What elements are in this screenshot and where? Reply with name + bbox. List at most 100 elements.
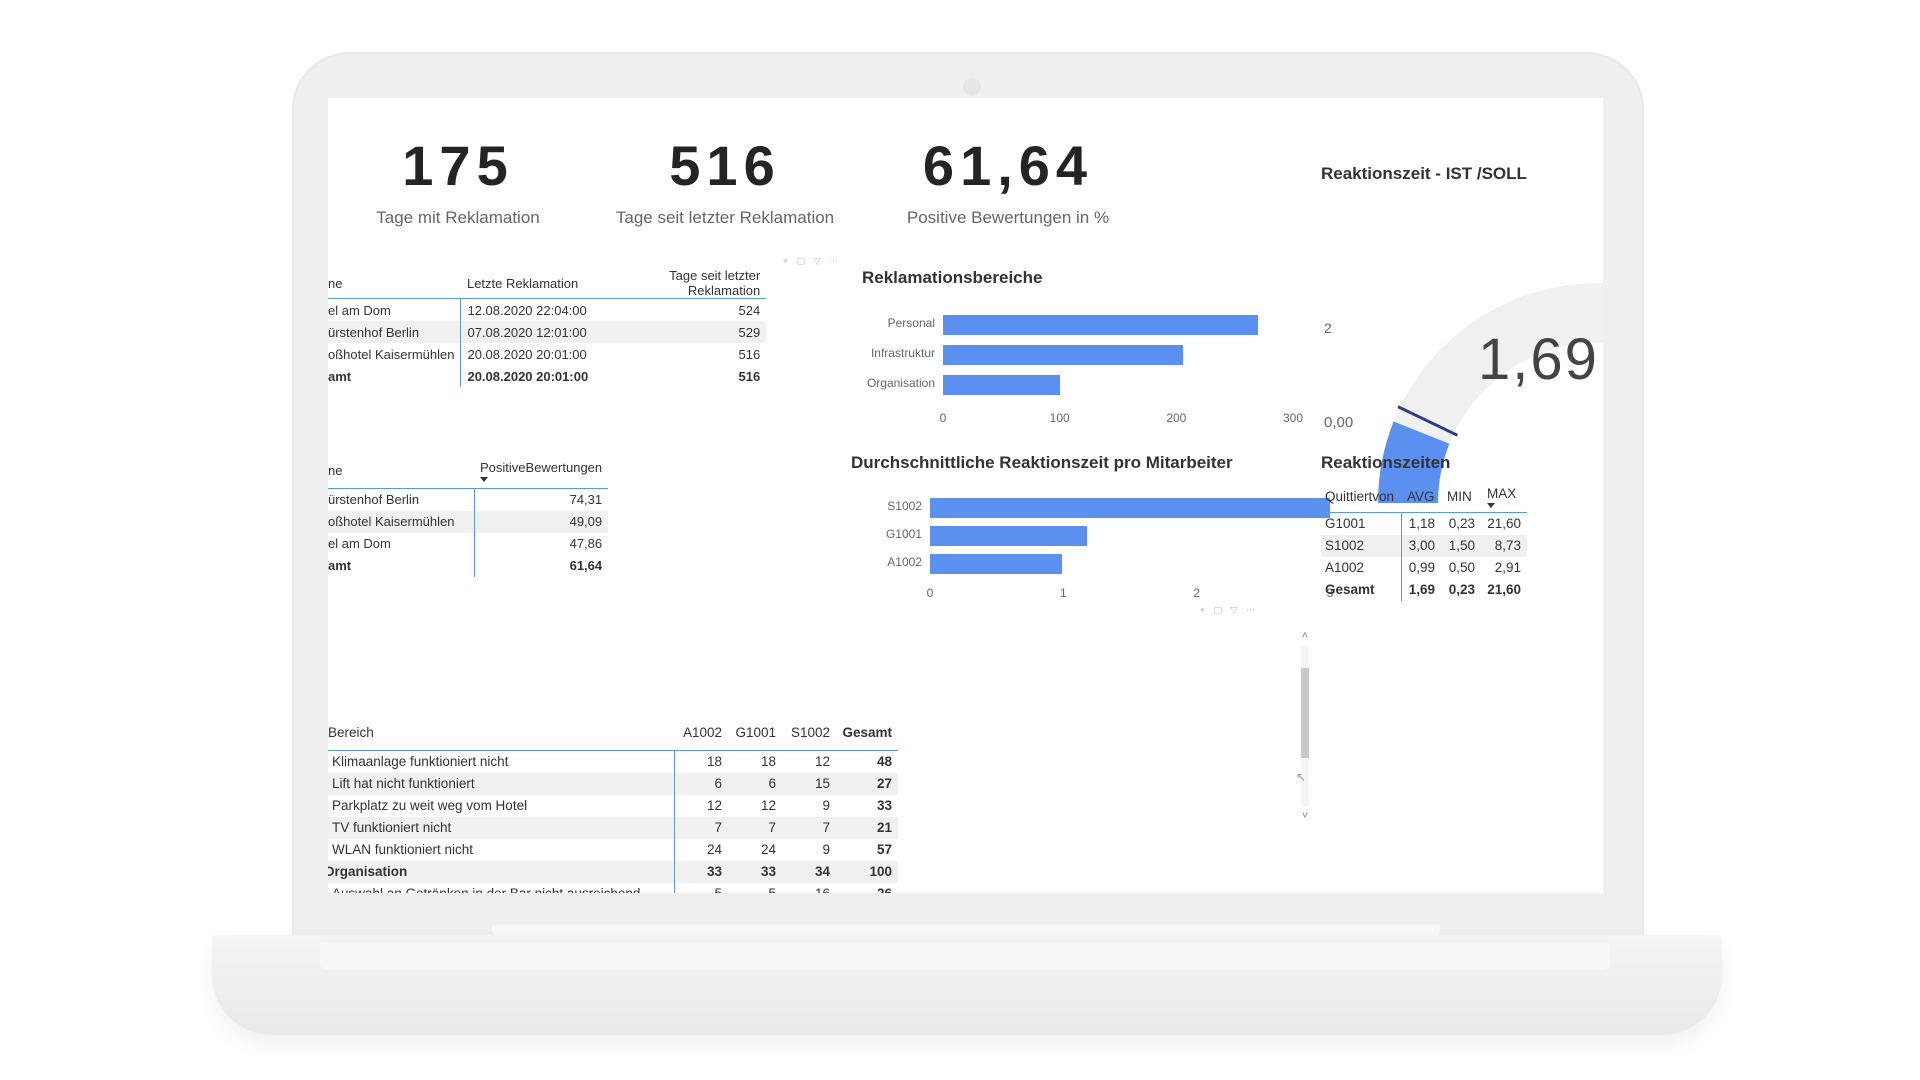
table-reaktionszeiten[interactable]: Quittiertvon AVG MIN MAX G1001 1,18 0,23…: [1321, 482, 1527, 601]
column-header-s1002[interactable]: S1002: [790, 725, 830, 741]
table-total-row: amt 20.08.2020 20:01:00 516: [328, 365, 766, 387]
cell: 57: [876, 842, 892, 857]
table-total-row: amt 61,64: [328, 554, 608, 577]
bar-infrastruktur[interactable]: [943, 345, 1184, 365]
report-canvas: 175 Tage mit Reklamation 516 Tage seit l…: [328, 98, 1603, 893]
cell: 6: [674, 772, 728, 795]
column-header-letzte-reklamation[interactable]: Letzte Reklamation: [466, 275, 579, 291]
tick-label: 0: [926, 586, 934, 600]
bar-personal[interactable]: [943, 315, 1258, 335]
cell: 18: [760, 754, 776, 769]
column-header-bereich[interactable]: Bereich: [328, 725, 374, 741]
sort-descending-icon[interactable]: [1487, 502, 1495, 508]
cell: 16: [782, 883, 836, 893]
cell: 0,99: [1408, 560, 1435, 575]
table-row[interactable]: ürstenhof Berlin 07.08.2020 12:01:00 529: [328, 321, 767, 343]
visual-header-icons[interactable]: ⌖ ▢ ▽ ⋯: [1200, 605, 1258, 615]
column-header-label: PositiveBewertungen: [480, 459, 603, 475]
cell: 07.08.2020 12:01:00: [460, 321, 595, 343]
cell: el am Dom: [328, 532, 475, 555]
bar-organisation[interactable]: [943, 375, 1060, 395]
kpi-card-positive-bewertungen[interactable]: 61,64 Positive Bewertungen in %: [858, 138, 1158, 228]
row-label: Auswahl an Getränken in der Bar nicht au…: [328, 882, 675, 893]
category-label: Organisation: [866, 376, 935, 390]
scroll-up-icon[interactable]: ˄: [1301, 630, 1309, 642]
matrix-body: Klimaanlage funktioniert nicht 18 18 12 48 Li…: [328, 750, 898, 893]
column-header-g1001[interactable]: G1001: [735, 725, 776, 741]
table-row[interactable]: el am Dom 47,86: [328, 532, 608, 555]
column-header-tage-seit[interactable]: Tage seit letzter Reklamation: [669, 268, 761, 298]
table-row[interactable]: TV funktioniert nicht 7 7 7 21: [328, 816, 898, 839]
cell: 529: [594, 321, 767, 343]
gauge-target-label: 2: [1324, 320, 1332, 336]
column-header-name[interactable]: ne: [328, 463, 343, 479]
table-row[interactable]: A1002 0,99 0,50 2,91: [1321, 556, 1527, 579]
kpi-card-tage-mit-reklamation[interactable]: 175 Tage mit Reklamation: [328, 138, 588, 228]
tick-label: 0: [939, 411, 947, 425]
sort-descending-icon[interactable]: [480, 476, 488, 482]
cell: 49,09: [474, 510, 609, 533]
chart-reklamationsbereiche[interactable]: Personal Infrastruktur Organisation 0 100 200…: [808, 303, 1318, 463]
cell: ürstenhof Berlin: [328, 488, 475, 511]
cell: 33: [876, 798, 892, 813]
tick-label: 1: [1059, 586, 1067, 600]
cell: 1,18: [1408, 516, 1435, 531]
gauge-chart[interactable]: [1318, 198, 1603, 528]
bar-a1002[interactable]: [930, 554, 1062, 574]
column-header-positive-bewertungen[interactable]: PositiveBewertungen: [474, 454, 608, 488]
cell: 5: [728, 883, 782, 893]
tick-label: 200: [1166, 411, 1187, 425]
cell: 34: [782, 860, 836, 883]
cell: 7: [674, 816, 728, 839]
bar-s1002[interactable]: [930, 498, 1330, 518]
table-positive-bewertungen[interactable]: ne PositiveBewertungen ürstenhof Berlin …: [328, 454, 609, 577]
column-header-quittiertvon[interactable]: Quittiertvon: [1325, 489, 1395, 505]
table-row[interactable]: Parkplatz zu weit weg vom Hotel 12 12 9 33: [328, 794, 898, 817]
cell: 12.08.2020 22:04:00: [467, 302, 587, 318]
table-title-reaktionszeiten: Reaktionszeiten: [1321, 453, 1451, 472]
row-label: Lift hat nicht funktioniert: [328, 772, 675, 795]
bar-g1001[interactable]: [930, 526, 1088, 546]
column-header-label: MAX: [1487, 485, 1517, 501]
table-row[interactable]: ürstenhof Berlin 74,31: [328, 488, 608, 511]
table-row[interactable]: WLAN funktioniert nicht 24 24 9 57: [328, 838, 898, 861]
table-row[interactable]: Organisation 33 33 34 100: [328, 860, 898, 883]
kpi-value: 61,64: [922, 134, 1094, 197]
column-header-min[interactable]: MIN: [1447, 489, 1472, 505]
chart-reaktionszeit-mitarbeiter[interactable]: S1002 G1001 A1002 0 1 2 3: [798, 488, 1333, 628]
cell: 33: [728, 860, 782, 883]
cell: oßhotel Kaisermühlen: [328, 510, 475, 533]
cell: 0,50: [1448, 560, 1475, 575]
column-header-gesamt[interactable]: Gesamt: [842, 725, 892, 741]
column-header-name[interactable]: ne: [328, 275, 343, 291]
cell: 21,60: [1487, 516, 1521, 531]
table-letzte-reklamation[interactable]: ne Letzte Reklamation Tage seit letzter …: [328, 268, 767, 387]
matrix-reklamationen[interactable]: Bereich A1002 G1001 S1002 Gesamt Klimaan…: [328, 716, 898, 893]
scroll-down-icon[interactable]: ˅: [1301, 810, 1309, 822]
column-header-a1002[interactable]: A1002: [682, 725, 722, 741]
table-row[interactable]: oßhotel Kaisermühlen 49,09: [328, 510, 609, 533]
cell: 1,69: [1408, 582, 1435, 597]
cell: 21: [836, 816, 898, 839]
cell: el am Dom: [328, 298, 462, 321]
cell: 2,91: [1494, 560, 1521, 575]
cell: S1002: [1321, 534, 1402, 557]
cell: G1001: [1321, 512, 1402, 535]
table-row[interactable]: oßhotel Kaisermühlen 20.08.2020 20:01:00…: [328, 343, 766, 365]
column-header-avg[interactable]: AVG: [1407, 489, 1435, 505]
cell: 24: [760, 842, 776, 857]
cell: 516: [738, 368, 761, 384]
scrollbar-thumb[interactable]: [1301, 668, 1309, 758]
table-row[interactable]: G1001 1,18 0,23 21,60: [1321, 512, 1527, 535]
kpi-card-tage-seit-letzter[interactable]: 516 Tage seit letzter Reklamation: [575, 138, 875, 228]
table-row[interactable]: el am Dom 12.08.2020 22:04:00 524: [328, 298, 766, 321]
table-row[interactable]: Klimaanlage funktioniert nicht 18 18 12 48: [328, 750, 898, 773]
column-header-max[interactable]: MAX: [1481, 482, 1527, 512]
table-row[interactable]: Auswahl an Getränken in der Bar nicht au…: [328, 882, 898, 893]
laptop-keyboard: [320, 942, 1610, 970]
cell: 20.08.2020 20:01:00: [467, 346, 587, 362]
table-row[interactable]: S1002 3,00 1,50 8,73: [1321, 534, 1527, 557]
visual-header-icons[interactable]: ⌖ ▢ ▽ ⋯: [783, 256, 841, 266]
table-row[interactable]: Lift hat nicht funktioniert 6 6 15 27: [328, 772, 898, 795]
gauge-min-label: 0,00: [1324, 414, 1354, 431]
